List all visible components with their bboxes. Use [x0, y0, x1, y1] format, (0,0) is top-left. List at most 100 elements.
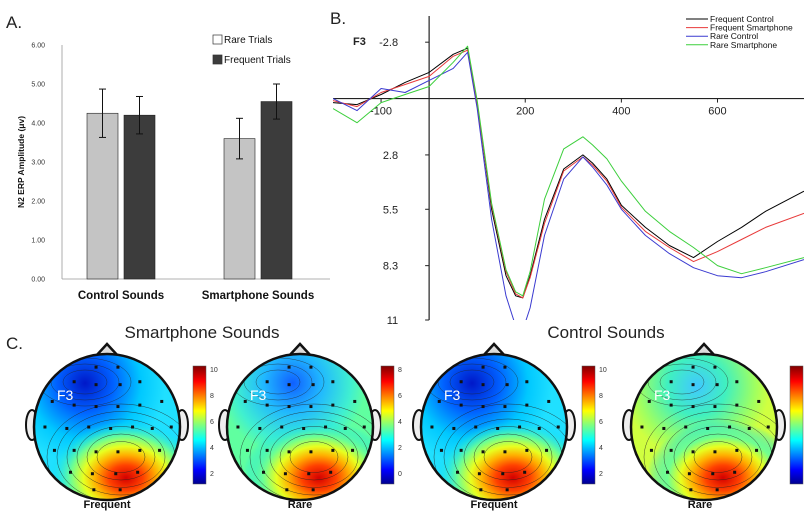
electrode: [160, 399, 164, 403]
electrode: [505, 383, 509, 387]
electrode: [311, 383, 315, 387]
contour: [255, 369, 301, 395]
contour: [463, 426, 553, 488]
series-line: [333, 51, 804, 320]
electrode: [311, 488, 315, 492]
y-tick-label: 0.00: [31, 277, 45, 284]
map-label: Frequent: [470, 499, 517, 511]
bar: [86, 112, 119, 280]
electrode: [331, 448, 335, 452]
electrode: [691, 365, 695, 369]
electrode: [474, 425, 478, 429]
electrode: [280, 425, 284, 429]
colorbar-tick: 6: [599, 419, 603, 426]
electrode: [169, 425, 173, 429]
contour: [449, 369, 495, 395]
contour: [643, 403, 777, 500]
y-axis-label: N2 ERP Amplitude (μv): [16, 116, 26, 208]
electrode: [136, 470, 140, 474]
contour: [653, 411, 777, 500]
electrode: [131, 425, 135, 429]
contour: [46, 403, 180, 500]
y-tick-label: 8.3: [383, 261, 398, 273]
electrode: [669, 380, 673, 384]
legend-swatch: [212, 34, 223, 45]
electrode: [456, 470, 459, 474]
electrode: [481, 365, 485, 369]
colorbar-tick: 4: [210, 445, 214, 452]
head-outline: [419, 352, 569, 502]
colorbar-tick: 8: [398, 367, 402, 374]
electrode: [459, 403, 463, 407]
colorbar: [192, 365, 207, 485]
colorbar-tick: 4: [599, 445, 603, 452]
contour: [86, 433, 156, 481]
y-tick-label: 4.00: [31, 121, 45, 128]
electrode: [430, 425, 434, 429]
topomap: F3: [218, 342, 382, 502]
contour: [473, 433, 543, 481]
electrode: [65, 426, 69, 430]
electrode: [689, 488, 693, 492]
electrode: [243, 399, 247, 403]
electrode: [287, 365, 291, 369]
electrode-label: F3: [654, 387, 671, 403]
electrode: [537, 426, 541, 430]
electrode-label: F3: [57, 387, 74, 403]
colorbar: [789, 365, 804, 485]
y-tick-label: 1.00: [31, 238, 45, 245]
electrode: [706, 426, 710, 430]
electrode: [481, 405, 485, 409]
electrode: [285, 488, 289, 492]
contour: [659, 369, 705, 395]
contour: [693, 441, 743, 473]
electrode: [309, 405, 313, 409]
legend-label: Frequent Control: [710, 14, 774, 24]
y-tick-label: -2.8: [379, 37, 398, 49]
electrode: [481, 450, 485, 454]
contour: [239, 403, 373, 500]
contour: [289, 441, 339, 473]
electrode: [309, 450, 313, 454]
legend-label: Rare Smartphone: [710, 40, 777, 50]
line-chart: -100 200 400 600 -2.8 2.8 5.5 8.3 11 F3 Frequent C…: [333, 14, 804, 327]
contour: [269, 426, 359, 488]
electrode: [265, 380, 269, 384]
legend-label: Rare Trials: [224, 35, 272, 46]
electrode: [503, 405, 507, 409]
electrode: [437, 399, 441, 403]
electrode: [477, 472, 481, 476]
contour: [249, 411, 373, 500]
electrode: [109, 426, 113, 430]
electrode: [94, 450, 98, 454]
electrode: [351, 448, 355, 452]
electrode: [666, 470, 669, 474]
electrode: [547, 399, 551, 403]
map-label: Rare: [688, 499, 712, 511]
panel-letter-b: B.: [330, 9, 346, 28]
y-tick-label: 2.8: [383, 150, 398, 162]
electrode: [138, 448, 142, 452]
electrode: [43, 425, 47, 429]
electrode: [114, 472, 118, 476]
colorbar-tick: 10: [599, 367, 607, 374]
legend-swatch: [212, 54, 223, 65]
colorbar-tick: 8: [599, 393, 603, 400]
electrode: [302, 426, 306, 430]
colorbar: [581, 365, 596, 485]
colorbar-tick: 8: [210, 393, 214, 400]
category-label: Smartphone Sounds: [202, 290, 314, 302]
electrode: [362, 425, 366, 429]
electrode: [518, 425, 522, 429]
chart-title: F3: [353, 36, 366, 48]
electrode-label: F3: [250, 387, 267, 403]
electrode: [307, 472, 311, 476]
contour: [76, 426, 166, 488]
y-tick-label: 6.00: [31, 43, 45, 50]
electrode: [479, 488, 483, 492]
electrode: [735, 403, 739, 407]
electrode: [669, 448, 673, 452]
electrode: [118, 488, 122, 492]
electrode: [287, 405, 291, 409]
electrode: [116, 365, 120, 369]
